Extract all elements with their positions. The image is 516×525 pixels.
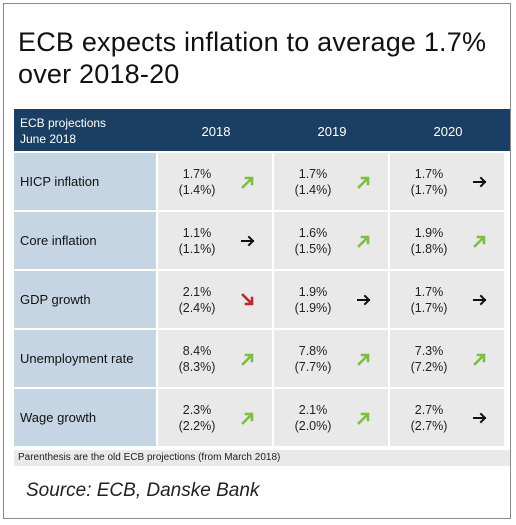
value-cell: 1.7% (1.4%) xyxy=(158,153,272,210)
arrow-right-icon xyxy=(236,234,260,248)
value-cell: 2.7% (2.7%) xyxy=(390,389,504,446)
header-label-line1: ECB projections xyxy=(20,116,107,130)
value-cell: 1.9% (1.8%) xyxy=(390,212,504,269)
value-cell: 2.3% (2.2%) xyxy=(158,389,272,446)
new-projection: 7.8% xyxy=(298,343,328,358)
row-label: Unemployment rate xyxy=(14,330,156,387)
cell-values: 1.9% (1.9%) xyxy=(274,284,352,316)
cell-values: 1.7% (1.7%) xyxy=(390,284,468,316)
new-projection: 1.1% xyxy=(182,225,212,240)
cell-values: 7.8% (7.7%) xyxy=(274,343,352,375)
arrow-up-right-icon xyxy=(352,234,376,248)
arrow-right-icon xyxy=(352,293,376,307)
table-header: ECB projections June 2018 2018 2019 2020 xyxy=(14,109,510,151)
arrow-up-right-icon xyxy=(352,411,376,425)
header-label-line2: June 2018 xyxy=(20,132,77,146)
figure-frame: ECB expects inflation to average 1.7% ov… xyxy=(3,3,511,519)
old-projection: (1.4%) xyxy=(294,182,332,197)
new-projection: 1.7% xyxy=(414,284,444,299)
arrow-up-right-icon xyxy=(468,352,492,366)
old-projection: (1.9%) xyxy=(294,300,332,315)
cell-values: 1.9% (1.8%) xyxy=(390,225,468,257)
new-projection: 7.3% xyxy=(414,343,444,358)
cell-values: 8.4% (8.3%) xyxy=(158,343,236,375)
new-projection: 1.9% xyxy=(298,284,328,299)
old-projection: (1.7%) xyxy=(410,300,448,315)
row-label: GDP growth xyxy=(14,271,156,328)
cell-values: 2.1% (2.4%) xyxy=(158,284,236,316)
cell-values: 2.3% (2.2%) xyxy=(158,402,236,434)
cell-values: 1.1% (1.1%) xyxy=(158,225,236,257)
arrow-right-icon xyxy=(468,411,492,425)
cell-values: 2.1% (2.0%) xyxy=(274,402,352,434)
cell-values: 1.7% (1.4%) xyxy=(274,166,352,198)
old-projection: (1.7%) xyxy=(410,182,448,197)
figure-title: ECB expects inflation to average 1.7% ov… xyxy=(18,27,487,89)
arrow-up-right-icon xyxy=(236,352,260,366)
source-text: Source: ECB, Danske Bank xyxy=(26,480,260,501)
value-cell: 2.1% (2.0%) xyxy=(274,389,388,446)
arrow-up-right-icon xyxy=(236,175,260,189)
header-year-2019: 2019 xyxy=(317,124,347,139)
new-projection: 1.7% xyxy=(298,166,328,181)
old-projection: (2.4%) xyxy=(178,300,216,315)
value-cell: 1.7% (1.7%) xyxy=(390,153,504,210)
old-projection: (7.2%) xyxy=(410,359,448,374)
arrow-up-right-icon xyxy=(352,175,376,189)
new-projection: 2.1% xyxy=(298,402,328,417)
value-cell: 1.9% (1.9%) xyxy=(274,271,388,328)
value-cell: 1.1% (1.1%) xyxy=(158,212,272,269)
new-projection: 2.7% xyxy=(414,402,444,417)
projections-table: ECB projections June 2018 2018 2019 2020… xyxy=(14,109,510,446)
old-projection: (1.4%) xyxy=(178,182,216,197)
new-projection: 2.1% xyxy=(182,284,212,299)
table-row: GDP growth 2.1% (2.4%) 1.9% (1.9%) 1.7% (1.7%) xyxy=(14,271,510,328)
new-projection: 1.7% xyxy=(182,166,212,181)
new-projection: 1.6% xyxy=(298,225,328,240)
value-cell: 7.3% (7.2%) xyxy=(390,330,504,387)
row-label: Core inflation xyxy=(14,212,156,269)
row-label: Wage growth xyxy=(14,389,156,446)
value-cell: 1.6% (1.5%) xyxy=(274,212,388,269)
value-cell: 8.4% (8.3%) xyxy=(158,330,272,387)
value-cell: 1.7% (1.4%) xyxy=(274,153,388,210)
table-row: Unemployment rate 8.4% (8.3%) 7.8% (7.7%) 7.3… xyxy=(14,330,510,387)
cell-values: 7.3% (7.2%) xyxy=(390,343,468,375)
arrow-up-right-icon xyxy=(352,352,376,366)
old-projection: (1.8%) xyxy=(410,241,448,256)
value-cell: 7.8% (7.7%) xyxy=(274,330,388,387)
new-projection: 1.7% xyxy=(414,166,444,181)
old-projection: (1.5%) xyxy=(294,241,332,256)
old-projection: (2.2%) xyxy=(178,418,216,433)
old-projection: (8.3%) xyxy=(178,359,216,374)
new-projection: 1.9% xyxy=(414,225,444,240)
cell-values: 1.7% (1.7%) xyxy=(390,166,468,198)
arrow-right-icon xyxy=(468,293,492,307)
table-row: Core inflation 1.1% (1.1%) 1.6% (1.5%) 1.9% (1… xyxy=(14,212,510,269)
header-year-2020: 2020 xyxy=(433,124,463,139)
new-projection: 2.3% xyxy=(182,402,212,417)
old-projection: (7.7%) xyxy=(294,359,332,374)
table-row: HICP inflation 1.7% (1.4%) 1.7% (1.4%) 1.7% (1… xyxy=(14,153,510,210)
cell-values: 2.7% (2.7%) xyxy=(390,402,468,434)
header-year-2018: 2018 xyxy=(201,124,231,139)
header-label: ECB projections June 2018 xyxy=(14,109,158,151)
old-projection: (2.0%) xyxy=(294,418,332,433)
value-cell: 2.1% (2.4%) xyxy=(158,271,272,328)
arrow-right-icon xyxy=(468,175,492,189)
row-label: HICP inflation xyxy=(14,153,156,210)
arrow-up-right-icon xyxy=(236,411,260,425)
cell-values: 1.6% (1.5%) xyxy=(274,225,352,257)
table-row: Wage growth 2.3% (2.2%) 2.1% (2.0%) 2.7% (2.7%… xyxy=(14,389,510,446)
arrow-up-right-icon xyxy=(468,234,492,248)
value-cell: 1.7% (1.7%) xyxy=(390,271,504,328)
footnote: Parenthesis are the old ECB projections … xyxy=(14,450,510,466)
arrow-down-right-icon xyxy=(236,292,260,307)
table-body: HICP inflation 1.7% (1.4%) 1.7% (1.4%) 1.7% (1… xyxy=(14,153,510,446)
old-projection: (1.1%) xyxy=(178,241,216,256)
new-projection: 8.4% xyxy=(182,343,212,358)
old-projection: (2.7%) xyxy=(410,418,448,433)
cell-values: 1.7% (1.4%) xyxy=(158,166,236,198)
